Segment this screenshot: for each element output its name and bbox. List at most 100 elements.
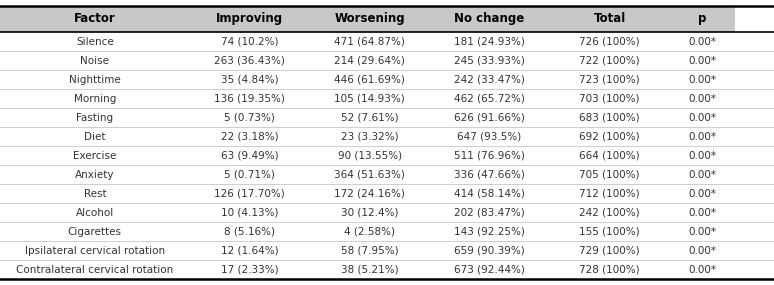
Bar xyxy=(310,6,430,32)
Text: 0.00*: 0.00* xyxy=(688,208,717,218)
Text: 0.00*: 0.00* xyxy=(688,75,717,85)
Text: 263 (36.43%): 263 (36.43%) xyxy=(214,56,285,66)
Bar xyxy=(430,146,550,165)
Text: 63 (9.49%): 63 (9.49%) xyxy=(221,151,279,161)
Bar xyxy=(670,70,735,89)
Bar xyxy=(670,260,735,279)
Text: 705 (100%): 705 (100%) xyxy=(579,170,640,180)
Text: 0.00*: 0.00* xyxy=(688,170,717,180)
Text: 202 (83.47%): 202 (83.47%) xyxy=(454,208,525,218)
Text: 728 (100%): 728 (100%) xyxy=(579,265,640,275)
Bar xyxy=(0,203,190,222)
Text: 136 (19.35%): 136 (19.35%) xyxy=(214,94,285,104)
Text: Nighttime: Nighttime xyxy=(69,75,121,85)
Text: 52 (7.61%): 52 (7.61%) xyxy=(341,113,399,123)
Bar xyxy=(430,241,550,260)
Bar xyxy=(670,165,735,184)
Text: 703 (100%): 703 (100%) xyxy=(579,94,640,104)
Text: 462 (65.72%): 462 (65.72%) xyxy=(454,94,525,104)
Text: Exercise: Exercise xyxy=(73,151,117,161)
Text: 126 (17.70%): 126 (17.70%) xyxy=(214,189,285,199)
Bar xyxy=(190,127,310,146)
Text: 729 (100%): 729 (100%) xyxy=(579,246,640,256)
Text: 664 (100%): 664 (100%) xyxy=(579,151,640,161)
Text: 0.00*: 0.00* xyxy=(688,246,717,256)
Bar xyxy=(550,222,670,241)
Bar xyxy=(310,241,430,260)
Text: Alcohol: Alcohol xyxy=(76,208,114,218)
Text: Fasting: Fasting xyxy=(77,113,113,123)
Text: Total: Total xyxy=(594,12,625,25)
Text: 336 (47.66%): 336 (47.66%) xyxy=(454,170,525,180)
Bar xyxy=(430,70,550,89)
Bar xyxy=(430,127,550,146)
Bar xyxy=(550,70,670,89)
Text: Diet: Diet xyxy=(84,132,105,142)
Bar xyxy=(190,89,310,108)
Bar xyxy=(310,32,430,51)
Bar xyxy=(190,51,310,70)
Bar xyxy=(310,51,430,70)
Bar xyxy=(670,108,735,127)
Text: 35 (4.84%): 35 (4.84%) xyxy=(221,75,279,85)
Bar xyxy=(190,6,310,32)
Text: p: p xyxy=(698,12,707,25)
Text: 0.00*: 0.00* xyxy=(688,265,717,275)
Text: 23 (3.32%): 23 (3.32%) xyxy=(341,132,399,142)
Text: No change: No change xyxy=(454,12,525,25)
Bar xyxy=(0,51,190,70)
Bar xyxy=(550,32,670,51)
Text: 38 (5.21%): 38 (5.21%) xyxy=(341,265,399,275)
Text: 10 (4.13%): 10 (4.13%) xyxy=(221,208,279,218)
Text: 0.00*: 0.00* xyxy=(688,227,717,237)
Bar xyxy=(670,6,735,32)
Text: 723 (100%): 723 (100%) xyxy=(579,75,640,85)
Bar xyxy=(550,51,670,70)
Text: 511 (76.96%): 511 (76.96%) xyxy=(454,151,525,161)
Bar xyxy=(670,89,735,108)
Bar xyxy=(670,222,735,241)
Text: Ipsilateral cervical rotation: Ipsilateral cervical rotation xyxy=(25,246,165,256)
Bar xyxy=(550,89,670,108)
Text: 0.00*: 0.00* xyxy=(688,36,717,46)
Text: 17 (2.33%): 17 (2.33%) xyxy=(221,265,279,275)
Text: Silence: Silence xyxy=(76,36,114,46)
Bar xyxy=(430,108,550,127)
Bar xyxy=(310,222,430,241)
Text: 30 (12.4%): 30 (12.4%) xyxy=(341,208,399,218)
Bar xyxy=(550,260,670,279)
Text: 5 (0.71%): 5 (0.71%) xyxy=(224,170,275,180)
Text: Worsening: Worsening xyxy=(334,12,405,25)
Text: 726 (100%): 726 (100%) xyxy=(579,36,640,46)
Text: 58 (7.95%): 58 (7.95%) xyxy=(341,246,399,256)
Bar xyxy=(190,165,310,184)
Text: 722 (100%): 722 (100%) xyxy=(579,56,640,66)
Text: 446 (61.69%): 446 (61.69%) xyxy=(334,75,405,85)
Bar xyxy=(0,241,190,260)
Bar xyxy=(310,89,430,108)
Bar xyxy=(430,222,550,241)
Text: 0.00*: 0.00* xyxy=(688,189,717,199)
Bar xyxy=(550,6,670,32)
Text: Improving: Improving xyxy=(216,12,283,25)
Text: 12 (1.64%): 12 (1.64%) xyxy=(221,246,279,256)
Bar xyxy=(550,127,670,146)
Bar xyxy=(550,165,670,184)
Bar xyxy=(190,203,310,222)
Bar xyxy=(430,6,550,32)
Text: 0.00*: 0.00* xyxy=(688,113,717,123)
Text: Morning: Morning xyxy=(74,94,116,104)
Bar xyxy=(0,108,190,127)
Text: 242 (33.47%): 242 (33.47%) xyxy=(454,75,525,85)
Bar xyxy=(670,146,735,165)
Bar xyxy=(430,51,550,70)
Text: 683 (100%): 683 (100%) xyxy=(579,113,640,123)
Bar xyxy=(0,260,190,279)
Text: 673 (92.44%): 673 (92.44%) xyxy=(454,265,525,275)
Text: 242 (100%): 242 (100%) xyxy=(579,208,640,218)
Text: 626 (91.66%): 626 (91.66%) xyxy=(454,113,525,123)
Bar xyxy=(670,51,735,70)
Bar xyxy=(430,32,550,51)
Bar xyxy=(310,203,430,222)
Text: 22 (3.18%): 22 (3.18%) xyxy=(221,132,279,142)
